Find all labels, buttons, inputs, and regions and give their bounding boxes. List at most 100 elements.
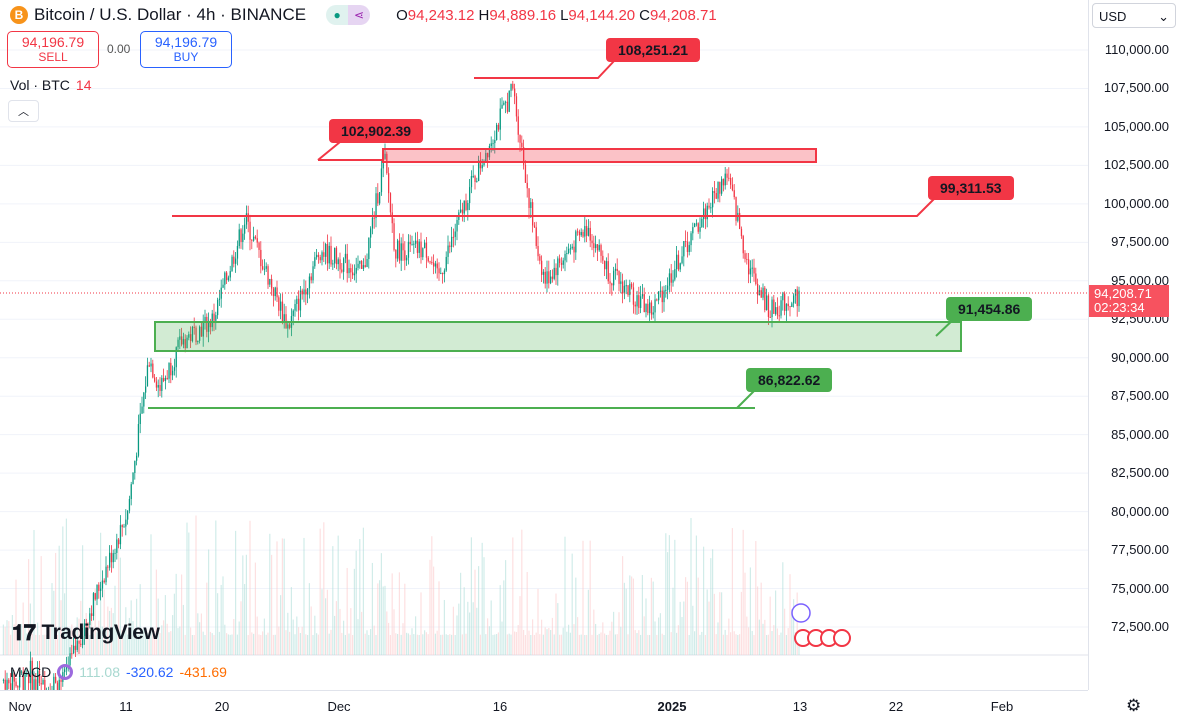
volume-bar [692, 605, 694, 655]
volume-bar [69, 627, 71, 655]
volume-bar [339, 608, 341, 655]
annotation-resistance-top[interactable]: 102,902.39 [329, 119, 424, 143]
annotation-resistance[interactable]: 99,311.53 [928, 176, 1014, 200]
volume-bar [753, 634, 755, 655]
candle-body [152, 363, 154, 378]
volume-bar [478, 566, 480, 655]
candle-body [686, 241, 689, 252]
volume-bar [393, 609, 395, 655]
volume-bar [166, 623, 168, 655]
candle-body [582, 232, 584, 237]
candle-body [366, 259, 368, 267]
volume-bar [611, 621, 613, 655]
candle-body [222, 284, 224, 288]
time-axis[interactable]: Nov 11 20 Dec 16 2025 13 22 Feb [0, 690, 1088, 720]
volume-bar [645, 598, 647, 655]
candle-body [110, 552, 113, 563]
candle-body [654, 299, 656, 313]
time-tick: Dec [327, 699, 351, 714]
currency-select[interactable]: USD ⌄ [1092, 3, 1176, 28]
candle-body [398, 240, 401, 261]
volume-bar [595, 623, 597, 655]
volume-bar [179, 626, 181, 655]
candle-body [447, 245, 449, 257]
annotation-high[interactable]: 108,251.21 [606, 38, 701, 62]
candle-body [519, 134, 521, 143]
volume-bar [440, 634, 442, 655]
status-pill[interactable]: ● ⋖ [326, 5, 371, 25]
price-axis[interactable]: 110,000.00 107,500.00 105,000.00 102,500.00… [1088, 0, 1183, 690]
volume-bar [375, 634, 377, 655]
volume-bar [665, 533, 667, 655]
candle-body [332, 263, 334, 265]
symbol-title[interactable]: Bitcoin / U.S. Dollar · 4h · BINANCE [34, 5, 307, 24]
market-open-icon: ● [326, 5, 349, 25]
annotation-support[interactable]: 91,454.86 [946, 297, 1033, 321]
volume-bar [148, 632, 150, 655]
volume-bar [89, 634, 91, 655]
annotation-support-low[interactable]: 86,822.62 [746, 368, 833, 392]
volume-bar [301, 626, 303, 655]
volume-bar [26, 633, 28, 655]
chevron-up-icon: ︿ [18, 106, 29, 118]
settings-icon[interactable]: ⚙ [1126, 696, 1142, 715]
volume-bar [218, 631, 220, 655]
volume-bar [519, 596, 521, 655]
volume-bar [773, 625, 775, 655]
candle-body [353, 273, 356, 276]
candle-body [557, 258, 559, 276]
volume-bar [119, 557, 121, 655]
volume-bar [355, 550, 357, 655]
candle-body [478, 160, 480, 181]
candle-body [670, 273, 672, 283]
volume-bar [694, 631, 696, 655]
volume-bar [631, 576, 633, 655]
candle-body [391, 212, 393, 224]
candle-body [645, 303, 647, 312]
candle-body [253, 236, 255, 241]
price-chart[interactable] [0, 0, 1088, 690]
volume-bar [118, 540, 120, 655]
volume-bar [766, 635, 768, 655]
candle-body [413, 243, 415, 245]
volume-bar [785, 634, 787, 655]
candle-body [58, 679, 60, 690]
candle-body [596, 244, 599, 251]
volume-bar [620, 626, 622, 655]
volume-bar [42, 634, 44, 655]
candle-body [467, 203, 469, 210]
volume-bar [458, 603, 460, 655]
candle-body [292, 310, 294, 316]
volume-bar [487, 618, 489, 655]
volume-bar [701, 631, 703, 655]
candle-body [206, 316, 208, 332]
volume-bar [92, 633, 94, 655]
candle-body [4, 679, 6, 690]
sell-button[interactable]: 94,196.79 SELL [7, 31, 99, 68]
candle-body [730, 178, 732, 185]
volume-bar [2, 624, 4, 655]
candle-body [159, 385, 161, 391]
candle-body [229, 271, 231, 278]
collapse-legend-button[interactable]: ︿ [8, 100, 39, 122]
candle-body [260, 249, 262, 267]
volume-bar [695, 535, 697, 655]
volume-bar [389, 634, 391, 655]
macd-settings-icon[interactable] [57, 664, 74, 680]
candle-body [510, 83, 512, 91]
candle-body [784, 293, 786, 311]
candle-body [785, 303, 788, 311]
candle-body [501, 104, 503, 109]
volume-bar [319, 528, 321, 655]
volume-bar [640, 634, 642, 655]
volume-bar [434, 633, 436, 655]
volume-bar [155, 569, 157, 655]
candle-body [733, 190, 735, 198]
buy-button[interactable]: 94,196.79 BUY [140, 31, 232, 68]
candle-body [400, 243, 402, 261]
volume-bar [290, 587, 292, 655]
volume-bar [580, 634, 582, 655]
volume-bar [386, 611, 388, 655]
volume-bar [94, 588, 96, 655]
volume-bar [659, 613, 661, 655]
